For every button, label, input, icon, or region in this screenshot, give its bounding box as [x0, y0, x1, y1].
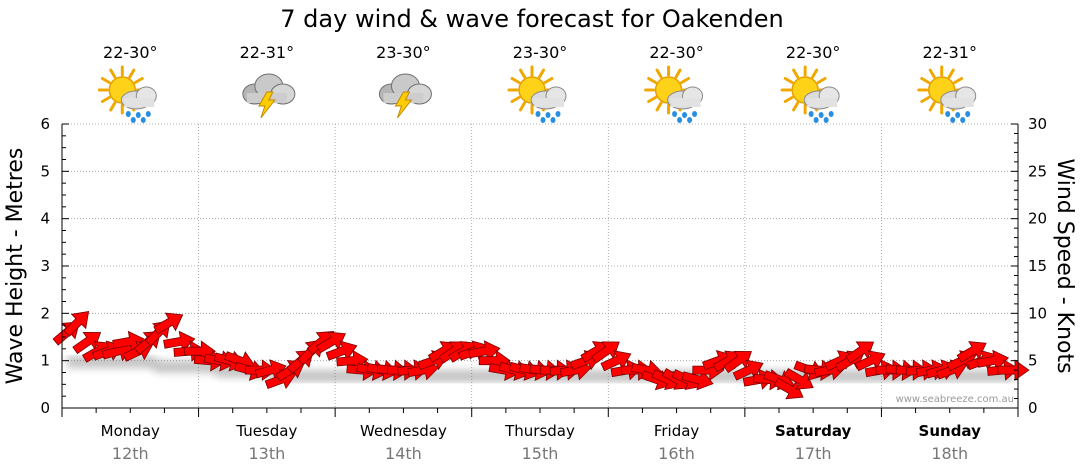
- sun-cloud-rain-icon: [507, 65, 567, 123]
- wind-arrow: [681, 369, 714, 391]
- grid: [62, 123, 1018, 408]
- left-tick-label: 1: [40, 352, 50, 370]
- right-tick-label: 0: [1028, 399, 1038, 417]
- day-date-label: 13th: [248, 444, 285, 463]
- temperature-label: 22-30°: [786, 43, 841, 62]
- temperature-label: 22-30°: [649, 43, 704, 62]
- right-tick-label: 15: [1028, 257, 1047, 275]
- rain-drops-icon: [672, 111, 698, 123]
- rain-drops-icon: [125, 111, 151, 123]
- day-date-label: 17th: [795, 444, 832, 463]
- chart-title: 7 day wind & wave forecast for Oakenden: [280, 5, 783, 33]
- cloud-icon: [667, 86, 704, 110]
- y-right-axis-title: Wind Speed - Knots: [1052, 158, 1077, 373]
- y-left-axis-title: Wave Height - Metres: [3, 148, 28, 385]
- rain-drops-icon: [808, 111, 834, 123]
- cloud-icon: [803, 86, 840, 110]
- left-tick-label: 0: [40, 399, 50, 417]
- wind-arrow: [723, 350, 752, 374]
- wind-arrow: [997, 359, 1030, 381]
- right-tick-label: 10: [1028, 304, 1047, 322]
- left-tick-label: 3: [40, 257, 50, 275]
- wind-arrow: [590, 341, 620, 364]
- sun-cloud-rain-icon: [917, 65, 977, 123]
- left-axis-ticks: 0 1 2 3 4 5 6: [40, 115, 69, 417]
- wind-arrow: [63, 310, 90, 337]
- cloud-lightning-icon: [378, 73, 432, 119]
- right-tick-label: 30: [1028, 115, 1047, 133]
- day-date-label: 15th: [522, 444, 559, 463]
- lightning-bolt-icon: [394, 91, 413, 119]
- right-axis-ticks: 0 5 10 15 20 25 30: [1011, 115, 1047, 417]
- temperature-label: 22-30°: [103, 43, 158, 62]
- temperature-label: 23-30°: [376, 43, 431, 62]
- temperature-label: 22-31°: [922, 43, 977, 62]
- wind-arrow: [468, 340, 501, 362]
- left-tick-label: 6: [40, 115, 50, 133]
- temperature-label: 23-30°: [513, 43, 568, 62]
- wind-arrow: [72, 331, 102, 355]
- wind-arrow: [325, 340, 358, 361]
- wind-arrow: [163, 330, 196, 353]
- wind-arrow-series: [52, 310, 1030, 400]
- day-date-label: 14th: [385, 444, 422, 463]
- wind-arrow: [783, 368, 814, 390]
- x-axis-ticks: [61, 408, 1019, 417]
- day-name-label: Saturday: [775, 422, 852, 440]
- day-name-label: Wednesday: [360, 422, 447, 440]
- lightning-bolt-icon: [257, 91, 276, 119]
- sun-cloud-rain-icon: [780, 65, 840, 123]
- wind-arrow: [773, 377, 804, 400]
- wind-arrow: [854, 350, 886, 372]
- wind-arrow: [153, 312, 184, 335]
- day-name-label: Thursday: [504, 422, 575, 440]
- watermark: www.seabreeze.com.au: [896, 394, 1014, 405]
- day-name-label: Friday: [654, 422, 700, 440]
- day-name-label: Tuesday: [235, 422, 297, 440]
- temperature-label: 22-31°: [240, 43, 295, 62]
- day-labels: Monday 12th Tuesday 13th Wednesday 14th Thursd…: [101, 422, 981, 463]
- weather-row: 22-30° 22-31° 23-30° 23-30° 22-30° 22-30° 22-3…: [97, 43, 977, 123]
- day-date-label: 12th: [112, 444, 149, 463]
- cloud-icon: [530, 86, 567, 110]
- rain-drops-icon: [535, 111, 561, 123]
- day-name-label: Monday: [101, 422, 160, 440]
- day-date-label: 16th: [658, 444, 695, 463]
- cloud-icon: [940, 86, 977, 110]
- cloud-lightning-icon: [242, 73, 296, 119]
- day-name-label: Sunday: [919, 422, 982, 440]
- wind-arrow: [976, 349, 1010, 372]
- day-date-label: 18th: [931, 444, 968, 463]
- sun-cloud-rain-icon: [644, 65, 704, 123]
- left-tick-label: 5: [40, 162, 50, 180]
- wind-arrow: [845, 341, 875, 364]
- plot-area: 0 1 2 3 4 5 6 0 5 10 15 20 25 30 www.seabreeze.com.a…: [40, 115, 1047, 417]
- right-tick-label: 20: [1028, 210, 1047, 228]
- right-tick-label: 5: [1028, 352, 1038, 370]
- cloud-icon: [120, 86, 157, 110]
- right-tick-label: 25: [1028, 162, 1047, 180]
- left-tick-label: 4: [40, 210, 50, 228]
- left-tick-label: 2: [40, 304, 50, 322]
- rain-drops-icon: [945, 111, 971, 123]
- sun-cloud-rain-icon: [97, 65, 157, 123]
